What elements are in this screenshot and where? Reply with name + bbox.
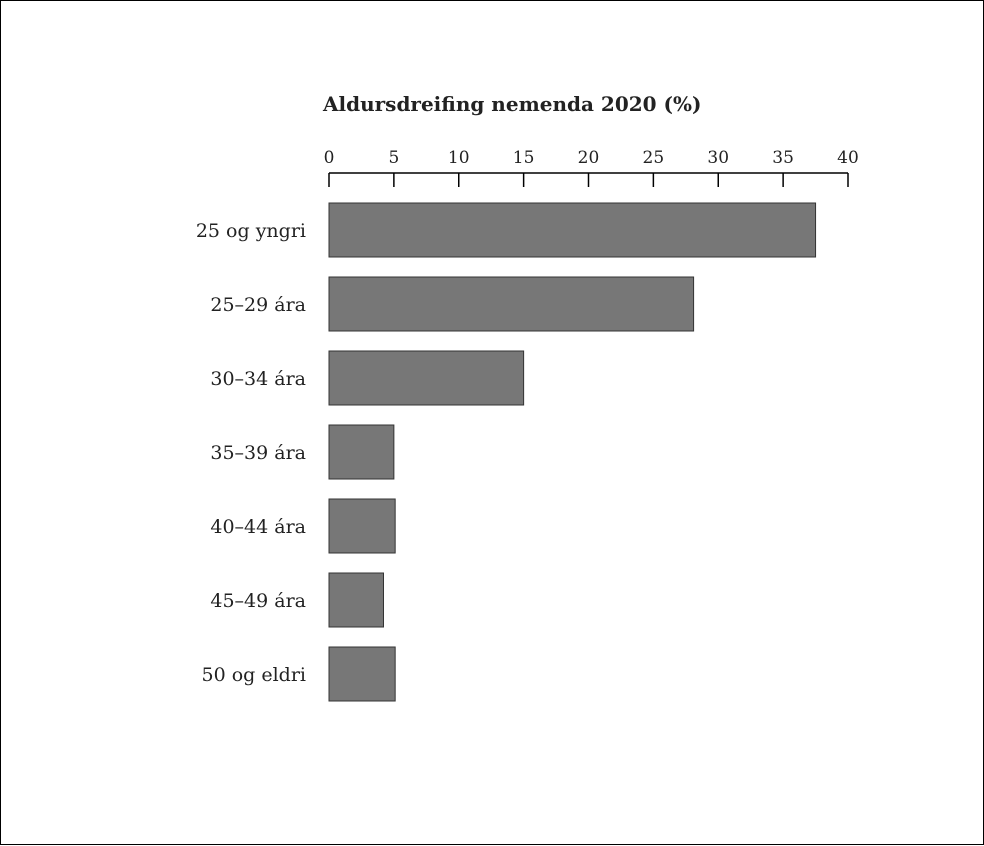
bar	[328, 498, 396, 554]
category-labels: 25 og yngri 25–29 ára 30–34 ára 35–39 ára 40…	[196, 220, 306, 686]
bar	[328, 350, 525, 406]
bar	[328, 646, 396, 702]
bars	[328, 202, 817, 702]
chart-title: Aldursdreifing nemenda 2020 (%)	[322, 92, 701, 116]
category-label: 50 og eldri	[202, 664, 307, 686]
bar	[328, 572, 384, 628]
x-tick-label: 0	[324, 148, 335, 168]
category-label: 25 og yngri	[196, 220, 306, 242]
bar	[328, 202, 817, 258]
x-tick-label: 35	[772, 148, 794, 168]
category-label: 30–34 ára	[210, 368, 306, 390]
category-label: 35–39 ára	[210, 442, 306, 464]
bar	[328, 424, 395, 480]
bar	[328, 276, 695, 332]
x-tick-label: 10	[448, 148, 470, 168]
x-axis-ticks: 0 5 10 15 20 25 30 35 40	[324, 148, 859, 187]
category-label: 45–49 ára	[210, 590, 306, 612]
x-tick-label: 5	[388, 148, 399, 168]
x-tick-label: 40	[837, 148, 859, 168]
x-tick-label: 20	[578, 148, 600, 168]
x-tick-label: 25	[643, 148, 665, 168]
category-label: 40–44 ára	[210, 516, 306, 538]
x-tick-label: 30	[707, 148, 729, 168]
category-label: 25–29 ára	[210, 294, 306, 316]
x-tick-label: 15	[513, 148, 535, 168]
